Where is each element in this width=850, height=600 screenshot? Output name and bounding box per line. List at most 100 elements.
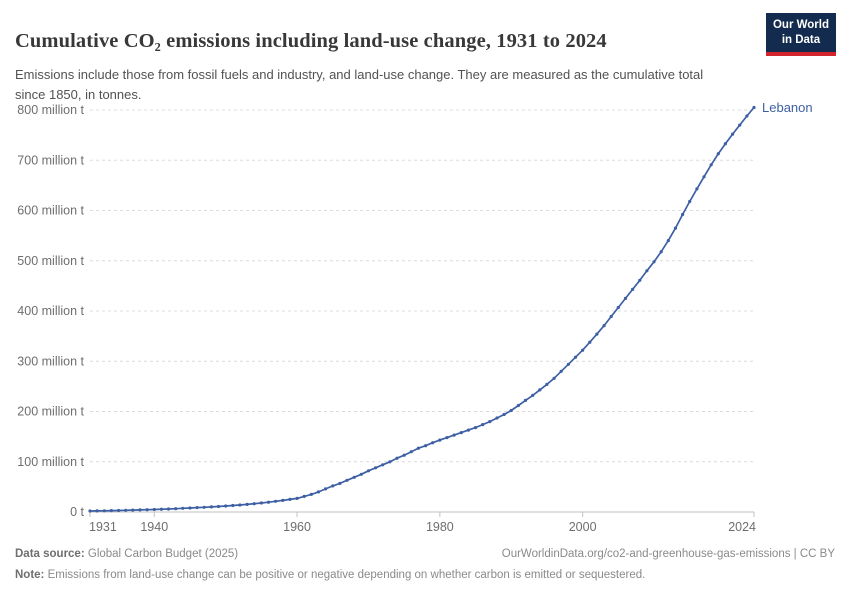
data-point-marker: [595, 332, 599, 336]
y-tick-label: 300 million t: [17, 354, 84, 368]
data-point-marker: [338, 481, 342, 485]
data-point-marker: [452, 433, 456, 437]
data-point-marker: [345, 478, 349, 482]
data-point-marker: [224, 504, 228, 508]
x-tick-label: 1940: [140, 520, 168, 534]
data-point-marker: [302, 494, 306, 498]
data-point-marker: [659, 250, 663, 254]
data-point-marker: [516, 403, 521, 408]
data-point-marker: [381, 463, 385, 467]
data-source-label: Data source:: [15, 548, 85, 560]
y-tick-label: 0 t: [70, 505, 84, 519]
data-point-marker: [623, 296, 628, 300]
data-point-marker: [616, 305, 620, 310]
data-point-marker: [216, 504, 221, 509]
entity-label-lebanon[interactable]: Lebanon: [762, 100, 813, 115]
data-point-marker: [266, 500, 271, 504]
owid-logo-line2: in Data: [781, 33, 821, 46]
y-tick-label: 500 million t: [17, 254, 84, 268]
data-point-marker: [538, 388, 542, 392]
data-point-marker: [688, 199, 692, 204]
data-point-marker: [716, 152, 720, 156]
data-point-marker: [609, 314, 613, 319]
data-point-marker: [202, 505, 206, 509]
data-point-marker: [416, 446, 420, 450]
data-point-marker: [559, 369, 563, 373]
x-tick-label: 2000: [569, 520, 597, 534]
x-tick-label: 1980: [426, 520, 454, 534]
data-point-marker: [109, 509, 113, 513]
data-point-marker: [245, 502, 249, 506]
y-tick-label: 700 million t: [17, 153, 84, 167]
chart-title: Cumulative CO₂ emissions including land-…: [15, 29, 607, 52]
data-point-marker: [581, 348, 585, 352]
data-point-marker: [473, 426, 478, 430]
data-point-marker: [331, 484, 335, 488]
data-point-marker: [695, 187, 699, 191]
data-point-marker: [295, 496, 299, 500]
data-point-marker: [209, 505, 213, 509]
data-point-marker: [666, 239, 670, 243]
owid-logo-line1: Our World: [772, 19, 829, 31]
data-point-marker: [117, 508, 121, 513]
data-point-marker: [502, 412, 506, 417]
data-point-marker: [195, 506, 199, 510]
data-point-marker: [602, 324, 606, 328]
data-point-marker: [402, 453, 406, 457]
data-point-marker: [431, 441, 435, 445]
emissions-line[interactable]: [89, 106, 755, 512]
data-point-marker: [409, 450, 413, 454]
data-point-marker: [152, 507, 156, 512]
data-point-marker: [316, 490, 321, 494]
data-point-marker: [631, 287, 635, 291]
data-source-line: Data source: Global Carbon Budget (2025): [15, 546, 238, 562]
data-point-marker: [309, 492, 313, 496]
data-point-marker: [88, 509, 92, 513]
x-tick-label: 1931: [89, 520, 117, 534]
data-point-marker: [188, 506, 192, 510]
data-point-marker: [573, 355, 578, 359]
data-point-marker: [395, 456, 399, 460]
data-point-marker: [481, 423, 485, 427]
data-point-marker: [731, 132, 735, 136]
data-point-marker: [723, 142, 728, 146]
data-point-marker: [459, 431, 463, 435]
chart-plot-area[interactable]: 0 t 100 million t 200 million t 300 million…: [0, 95, 850, 545]
data-source-text: Global Carbon Budget (2025): [87, 548, 239, 560]
data-point-marker: [274, 499, 278, 503]
data-point-marker: [288, 497, 292, 501]
data-point-marker: [681, 212, 685, 217]
y-tick-label: 100 million t: [17, 455, 84, 469]
data-point-marker: [709, 163, 713, 167]
data-point-marker: [95, 509, 99, 513]
data-point-marker: [673, 226, 678, 230]
data-point-marker: [523, 398, 528, 402]
data-point-marker: [509, 408, 513, 413]
data-point-marker: [745, 114, 749, 118]
data-point-marker: [231, 503, 235, 508]
data-point-marker: [366, 469, 371, 473]
data-point-marker: [752, 105, 756, 110]
data-point-marker: [424, 444, 428, 448]
data-point-marker: [702, 175, 706, 179]
note-label: Note:: [15, 569, 45, 582]
data-point-marker: [438, 438, 442, 442]
data-point-marker: [445, 436, 449, 440]
data-point-marker: [145, 508, 149, 512]
data-point-marker: [131, 508, 135, 512]
footer-link[interactable]: OurWorldinData.org/co2-and-greenhouse-ga…: [501, 548, 835, 560]
x-tick-label: 1960: [283, 520, 311, 534]
data-point-marker: [566, 362, 571, 366]
data-point-marker: [645, 269, 649, 273]
data-point-marker: [124, 508, 128, 512]
data-point-marker: [324, 487, 328, 491]
data-point-marker: [652, 260, 656, 264]
footer-note: Note: Emissions from land-use change can…: [15, 567, 835, 583]
data-point-marker: [259, 501, 263, 505]
x-tick-label: 2024: [728, 520, 756, 534]
owid-logo: Our World in Data: [765, 13, 836, 56]
data-point-marker: [588, 340, 592, 344]
y-tick-label: 800 million t: [17, 103, 84, 117]
data-point-marker: [238, 503, 242, 507]
